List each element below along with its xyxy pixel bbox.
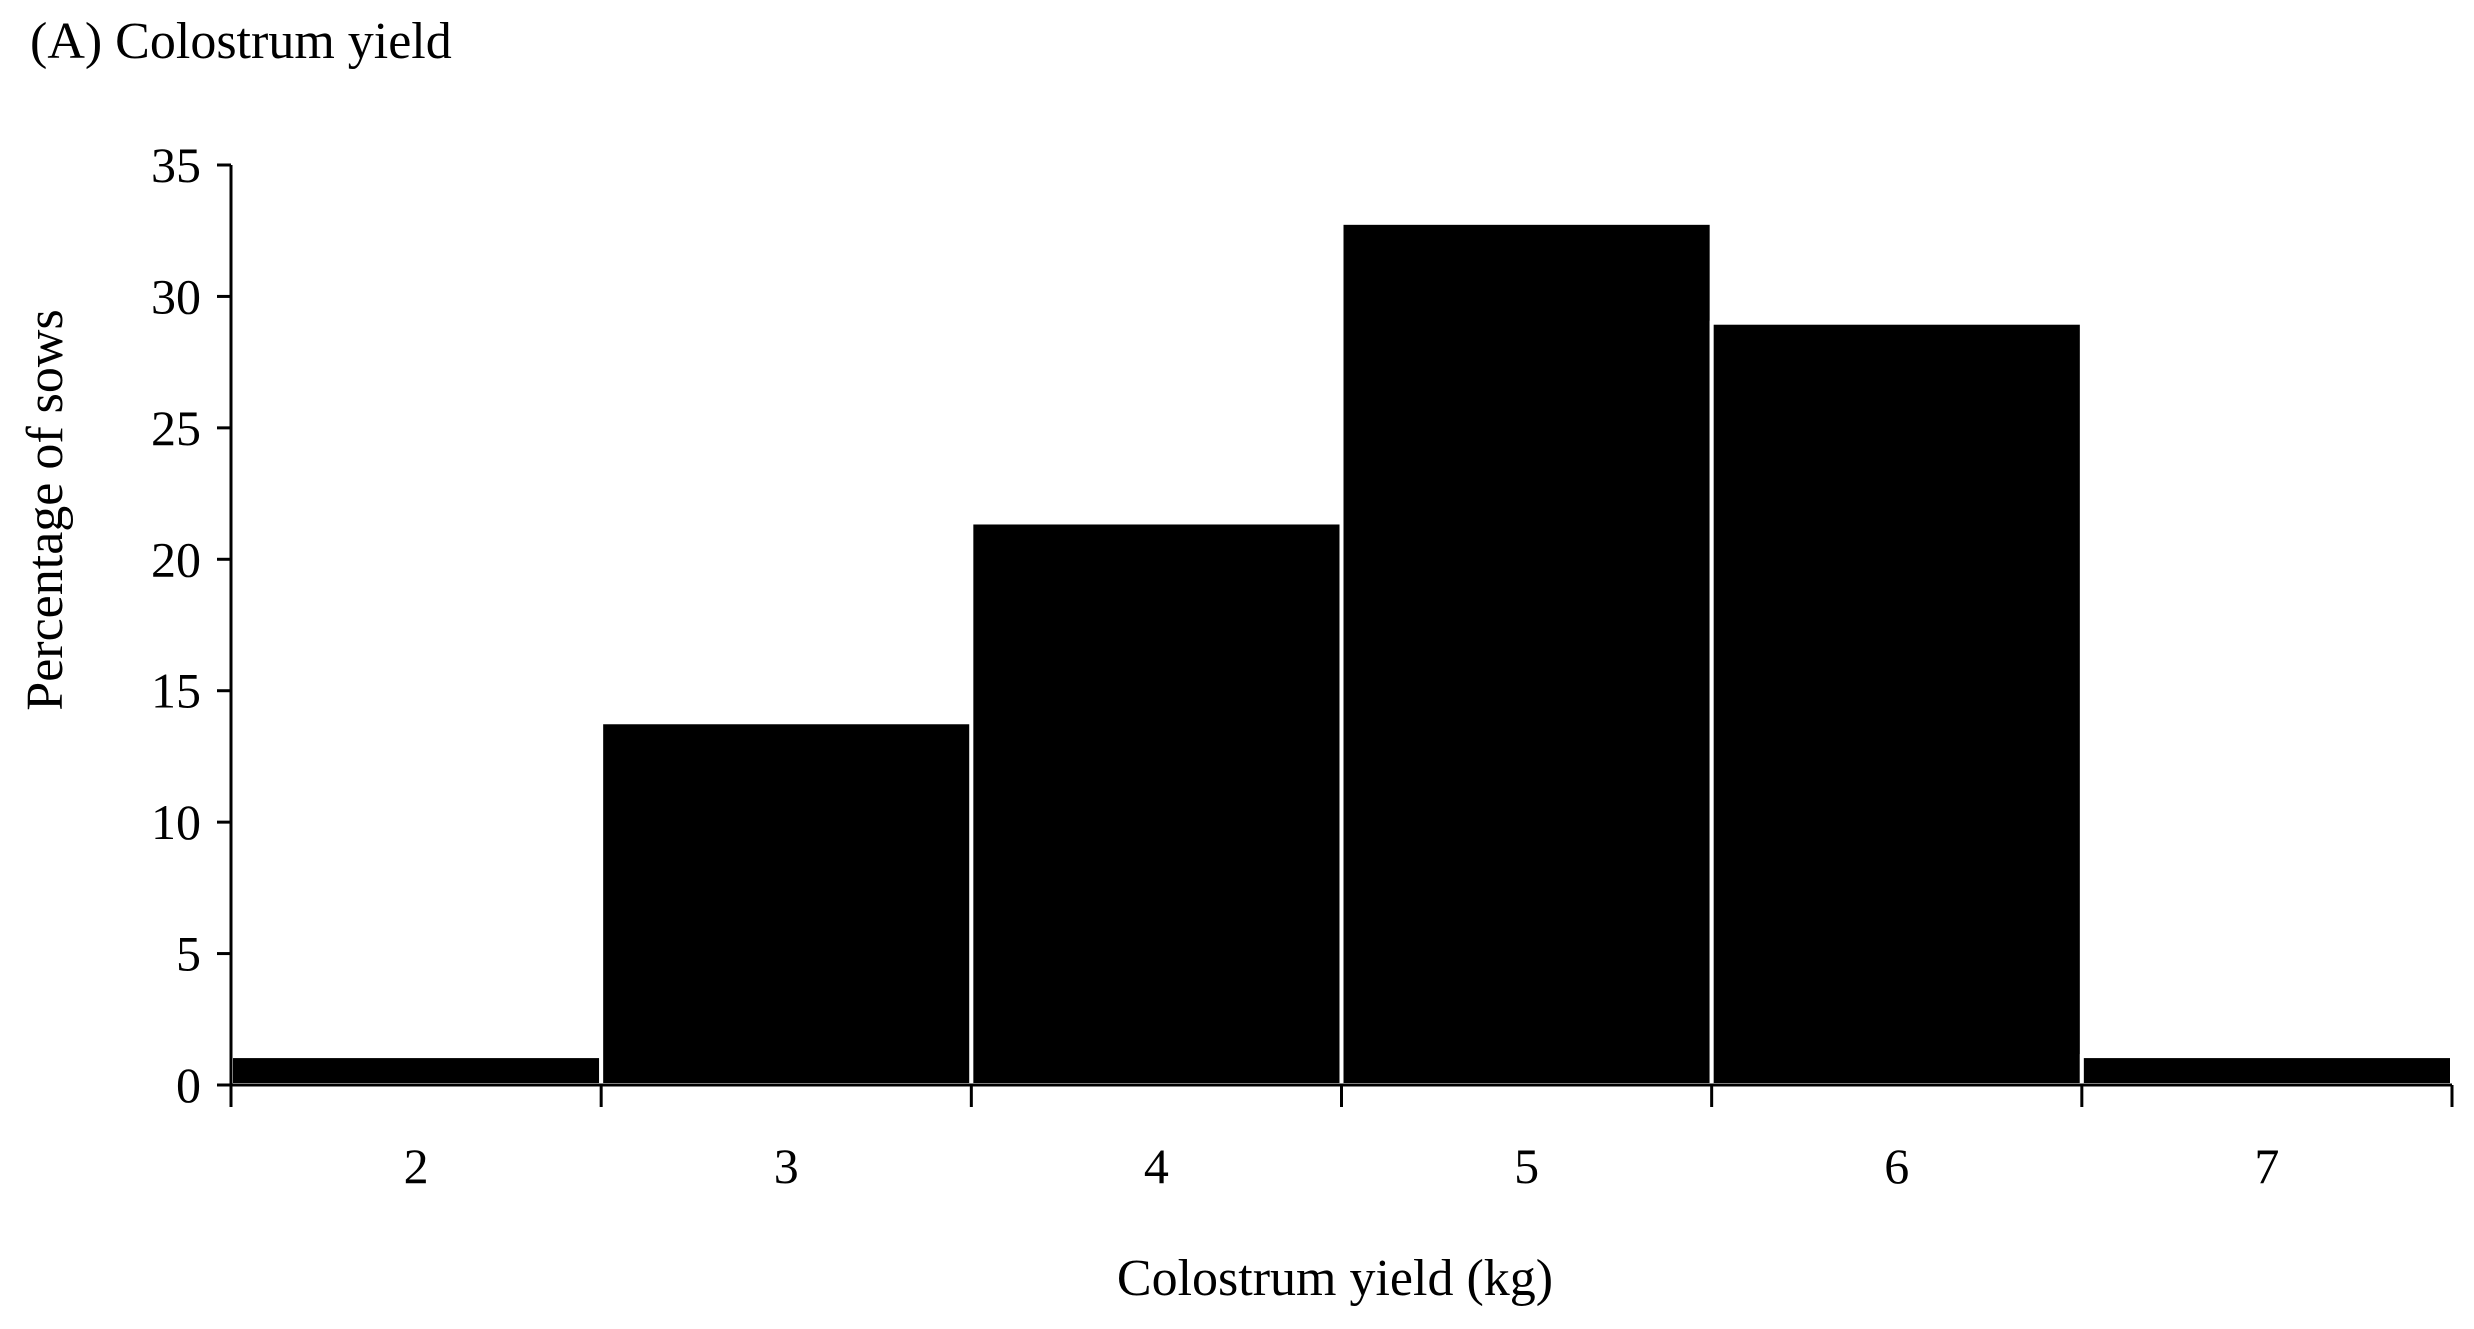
x-tick-label-5: 5	[1514, 1138, 1539, 1194]
x-tick-label-3: 3	[774, 1138, 799, 1194]
bar-5	[1339, 220, 1714, 1088]
y-tick-label-5: 5	[176, 926, 201, 982]
bar-3	[599, 720, 974, 1087]
y-tick-label-10: 10	[151, 794, 201, 850]
bar-2	[229, 1054, 604, 1087]
y-tick-label-20: 20	[151, 531, 201, 587]
y-tick-label-25: 25	[151, 400, 201, 456]
y-axis-label: Percentage of sows	[17, 309, 74, 710]
x-tick-label-7: 7	[2254, 1138, 2279, 1194]
y-tick-label-0: 0	[176, 1057, 201, 1113]
x-tick-label-2: 2	[404, 1138, 429, 1194]
chart-title: (A) Colostrum yield	[30, 13, 452, 70]
y-tick-label-30: 30	[151, 268, 201, 324]
bar-7	[2079, 1054, 2454, 1087]
bar-4	[969, 520, 1344, 1087]
y-tick-label-35: 35	[151, 137, 201, 193]
y-axis-ticks: 0 5 10 15 20 25 30 35	[151, 137, 231, 1113]
bars-group	[229, 220, 2454, 1088]
x-tick-label-4: 4	[1144, 1138, 1169, 1194]
bar-6	[1709, 320, 2084, 1087]
y-tick-label-15: 15	[151, 663, 201, 719]
x-axis-label: Colostrum yield (kg)	[1117, 1250, 1553, 1307]
x-tick-label-6: 6	[1884, 1138, 1909, 1194]
x-axis-ticks: 2 3 4 5 6 7	[229, 1085, 2454, 1194]
